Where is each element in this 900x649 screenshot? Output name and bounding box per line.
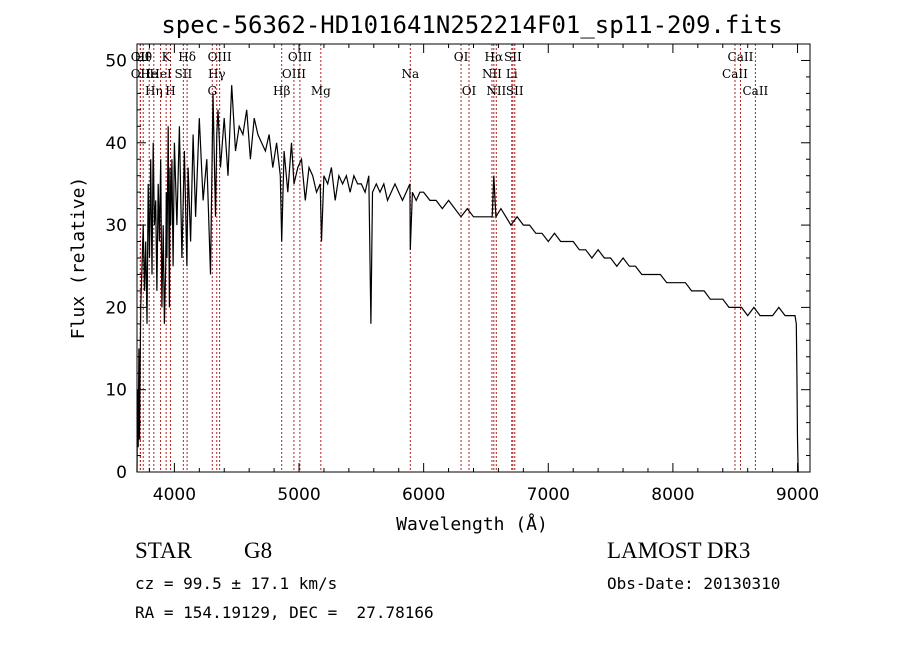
x-tick-label: 7000: [527, 485, 570, 505]
emission-line-label: Hδ: [178, 50, 196, 64]
emission-line-label: Li: [506, 67, 518, 81]
y-tick-label: 20: [105, 298, 127, 318]
x-axis-label: Wavelength (Å): [396, 513, 548, 535]
emission-line-label: SII: [175, 67, 193, 81]
emission-line-label: OI: [462, 84, 477, 98]
emission-line-label: G: [207, 84, 217, 98]
emission-line-label: OII: [131, 67, 151, 81]
y-axis-ticks: 0 10 20 30 40 50: [105, 51, 810, 483]
y-axis-label: Flux (relative): [68, 177, 89, 340]
emission-line-label: Mg: [311, 84, 331, 98]
emission-line-label: H: [165, 84, 175, 98]
emission-line-label: SII: [504, 50, 522, 64]
object-class: STAR: [135, 538, 192, 563]
emission-line-label: Na: [401, 67, 419, 81]
emission-line-label: NII: [486, 84, 506, 98]
x-tick-label: 8000: [651, 485, 694, 505]
emission-line-label: OIII: [282, 67, 306, 81]
x-tick-label: 4000: [153, 485, 196, 505]
emission-line-label: Hβ: [273, 84, 290, 98]
x-tick-label: 5000: [277, 485, 320, 505]
y-tick-label: 40: [105, 134, 127, 154]
emission-line-label: NII: [482, 67, 502, 81]
redshift-readout: cz = 99.5 ± 17.1 km/s: [135, 574, 338, 593]
plot-frame: [136, 43, 811, 473]
x-tick-label: 6000: [402, 485, 445, 505]
emission-line-label: K: [162, 50, 172, 64]
y-tick-label: 0: [116, 463, 127, 483]
emission-line-label: OI: [454, 50, 469, 64]
emission-line-label: HeI: [149, 67, 172, 81]
object-subclass: G8: [244, 538, 273, 563]
x-axis-ticks: 4000 5000 6000 7000 8000 9000: [148, 44, 819, 505]
emission-line-label: OIII: [208, 50, 232, 64]
y-tick-label: 50: [105, 51, 127, 71]
y-tick-label: 30: [105, 216, 127, 236]
emission-line-label: CaII: [742, 84, 768, 98]
emission-line-labels: OIIOIIHθHeHηHeIKHSIIHδGHγOIIIHβOIIIOIIIM…: [131, 50, 769, 98]
emission-line-label: Hη: [145, 84, 163, 98]
survey-label: LAMOST DR3: [607, 538, 751, 563]
emission-line-label: CaII: [722, 67, 748, 81]
y-tick-label: 10: [105, 381, 127, 401]
emission-line-label: OIII: [288, 50, 312, 64]
x-tick-label: 9000: [776, 485, 819, 505]
emission-line-label: CaII: [728, 50, 754, 64]
chart-title: spec-56362-HD101641N252214F01_sp11-209.f…: [161, 11, 782, 39]
flux-series-line: [136, 85, 799, 473]
ra-dec-readout: RA = 154.19129, DEC = 27.78166: [135, 603, 434, 622]
emission-line-label: He: [140, 67, 158, 81]
emission-line-label: SII: [506, 84, 524, 98]
emission-line-label: Hγ: [208, 67, 226, 81]
obs-date: Obs-Date: 20130310: [607, 574, 781, 593]
emission-line-label: Hα: [485, 50, 504, 64]
